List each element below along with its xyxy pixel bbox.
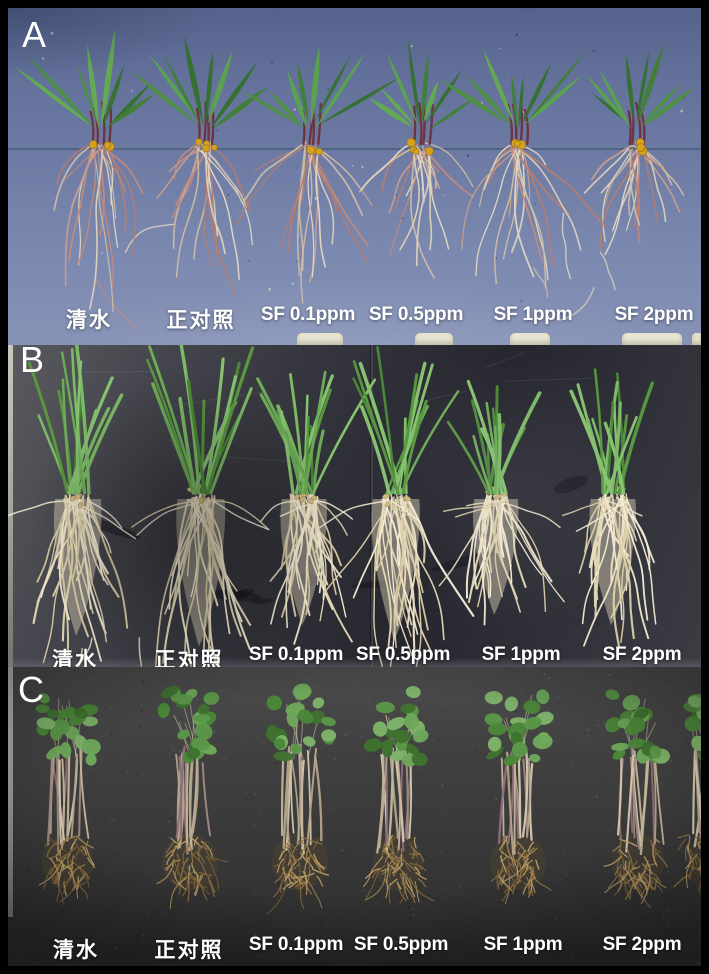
stray-roots [95, 212, 616, 331]
figure-panel-a: A 清水 正对照 SF 0.1ppm SF 0.5ppm SF 1ppm SF … [8, 8, 701, 345]
panel-letter-a: A [22, 14, 47, 55]
dish-tab [415, 333, 453, 345]
dish-tab [692, 333, 701, 345]
seedling-cluster [362, 686, 435, 905]
seedling-cluster [236, 46, 401, 304]
seedling-cluster [484, 689, 554, 904]
dish-tab [297, 333, 343, 345]
seedling-cluster [156, 685, 229, 909]
treatment-label: SF 2ppm [602, 934, 682, 955]
seedling-cluster [438, 48, 607, 290]
seedling-cluster [438, 379, 565, 626]
seedling-cluster [265, 683, 337, 915]
ruler-edge-strip [8, 345, 13, 667]
panel-letter-b: B [20, 345, 45, 380]
treatment-label: 正对照 [154, 649, 224, 667]
treatment-label: SF 1ppm [481, 644, 561, 665]
panel-a-seedlings-photo [9, 8, 696, 331]
seedling-cluster [256, 370, 377, 645]
ruler-edge-strip [8, 667, 13, 917]
seedling-cluster [15, 29, 155, 313]
seedling-cluster [316, 346, 475, 667]
treatment-label: SF 2ppm [614, 304, 694, 325]
panel-b-seedlings-photo [8, 345, 657, 667]
seedling-cluster [359, 39, 477, 279]
treatment-label: SF 1ppm [493, 304, 573, 325]
seedling-cluster [131, 345, 270, 667]
asphalt-speckle [8, 667, 701, 966]
treatment-label: 清水 [66, 309, 112, 332]
seedling-cluster [561, 368, 657, 649]
table-seam-line [8, 148, 701, 150]
seedling-cluster [603, 689, 670, 909]
seedling-cluster [672, 693, 701, 895]
figure-panel-b: B 清水 正对照 SF 0.1ppm SF 0.5ppm SF 1ppm SF … [8, 345, 701, 667]
dish-tab [510, 333, 550, 345]
treatment-label: SF 2ppm [602, 644, 682, 665]
treatment-label: SF 1ppm [483, 934, 563, 955]
treatment-label: SF 0.5ppm [355, 644, 451, 665]
panel-c-seedlings-photo [8, 667, 701, 966]
seedling-cluster [8, 345, 137, 664]
treatment-label: SF 0.1ppm [260, 304, 356, 325]
panel-letter-c: C [18, 669, 44, 710]
figure-panel-c: C 清水 正对照 SF 0.1ppm SF 0.5ppm SF 1ppm SF … [8, 667, 701, 966]
treatment-label: SF 0.5ppm [353, 934, 449, 955]
seedling-cluster [35, 693, 101, 905]
seedling-cluster [131, 36, 269, 296]
dish-tab [622, 333, 682, 345]
treatment-label: SF 0.1ppm [248, 644, 344, 665]
treatment-label: 清水 [52, 649, 98, 667]
seedling-cluster [583, 43, 696, 256]
treatment-label: 清水 [53, 939, 99, 962]
treatment-label: SF 0.5ppm [368, 304, 464, 325]
treatment-label: SF 0.1ppm [248, 934, 344, 955]
tray-seam-line [371, 345, 373, 667]
treatment-label: 正对照 [166, 309, 236, 332]
treatment-label: 正对照 [154, 939, 224, 962]
